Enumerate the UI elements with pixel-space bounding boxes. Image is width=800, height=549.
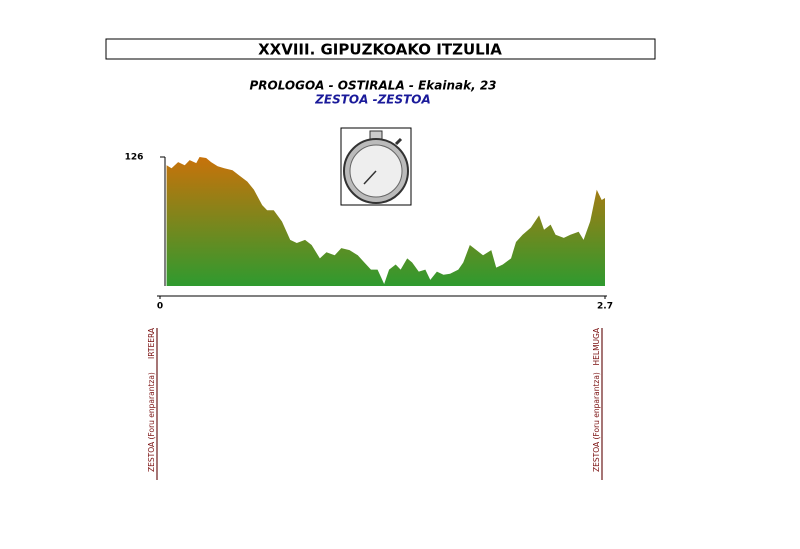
marker-label: IRTEERA (147, 327, 156, 359)
x-tick-label: 2.7 (597, 302, 613, 312)
title-box (105, 38, 656, 60)
x-tick-label: 0 (157, 302, 163, 312)
marker-label: HELMUGA (592, 327, 601, 365)
route: ZESTOA -ZESTOA (314, 93, 431, 107)
profile-area (166, 157, 605, 286)
marker-place: ZESTOA (Foru enparantza) (592, 372, 601, 472)
marker-place: ZESTOA (Foru enparantza) (147, 372, 156, 472)
y-tick-label: 126 (125, 153, 144, 163)
chart-title: XXVIII. GIPUZKOAKO ITZULIA (258, 41, 502, 59)
stopwatch-icon (340, 127, 412, 206)
subtitle: PROLOGOA - OSTIRALA - Ekainak, 23 (249, 79, 496, 93)
